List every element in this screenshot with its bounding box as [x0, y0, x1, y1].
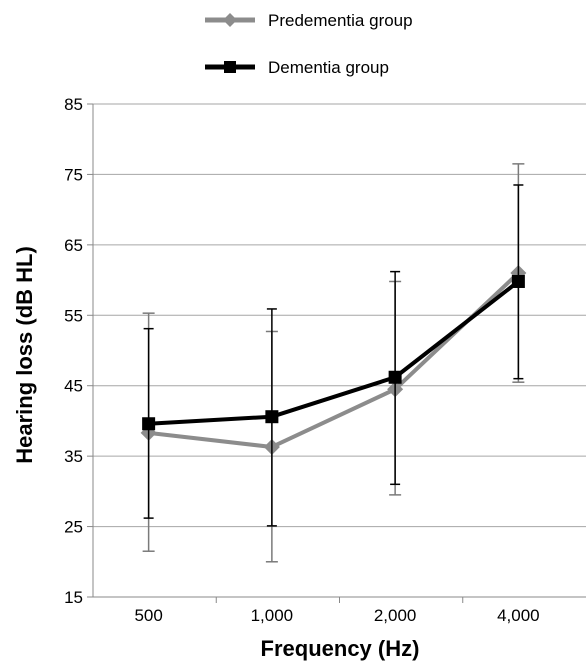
gridlines — [93, 103, 586, 528]
legend-item-dementia: Dementia group — [205, 58, 389, 77]
y-tick-label: 55 — [64, 306, 83, 325]
legend-marker-predementia — [223, 13, 237, 27]
point-dementia — [142, 417, 156, 431]
legend-label-predementia: Predementia group — [268, 11, 413, 30]
y-tick-label: 25 — [64, 518, 83, 537]
x-tick-label: 4,000 — [497, 606, 540, 625]
y-tick-label: 15 — [64, 588, 83, 607]
y-tick-label: 85 — [64, 95, 83, 114]
x-tick-label: 1,000 — [251, 606, 294, 625]
y-tick-label: 75 — [64, 165, 83, 184]
y-tick-label: 35 — [64, 447, 83, 466]
x-axis-title: Frequency (Hz) — [261, 636, 420, 661]
series-line-dementia — [148, 279, 520, 426]
y-tick-label: 65 — [64, 236, 83, 255]
point-dementia — [511, 274, 525, 288]
x-tick-label: 500 — [134, 606, 162, 625]
legend-label-dementia: Dementia group — [268, 58, 389, 77]
x-tick-label: 2,000 — [374, 606, 417, 625]
series-predementia — [140, 163, 527, 563]
point-dementia — [265, 410, 279, 424]
y-axis-ticks: 15 25 35 45 55 65 75 85 — [64, 95, 93, 607]
y-axis-title: Hearing loss (dB HL) — [12, 246, 37, 464]
point-dementia — [388, 370, 402, 384]
series-layer — [140, 163, 527, 563]
x-axis-ticks: 500 1,000 2,000 4,000 — [134, 597, 540, 625]
y-tick-label: 45 — [64, 377, 83, 396]
legend: Predementia group Dementia group — [205, 11, 413, 77]
legend-marker-dementia — [224, 61, 236, 73]
series-dementia — [142, 184, 525, 527]
legend-item-predementia: Predementia group — [205, 11, 413, 30]
